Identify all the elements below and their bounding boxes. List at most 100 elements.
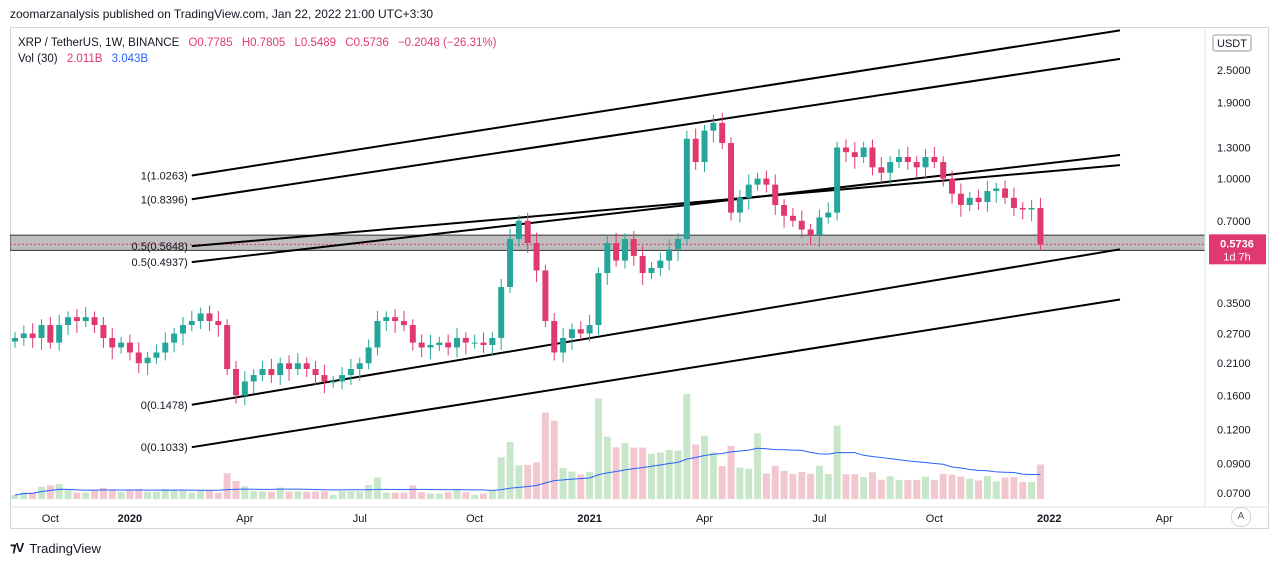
volume-bar [895,479,903,499]
volume-bar [267,491,275,499]
volume-bar [683,394,691,499]
candle-body [798,220,805,230]
volume-bar [276,487,284,499]
volume-bar [99,487,107,499]
volume-bar [709,452,717,499]
volume-bar [188,492,196,499]
brand-name: TradingView [29,540,101,556]
volume-bar [259,491,267,499]
candle-body [975,197,982,203]
volume-bar [524,465,532,499]
y-tick-label: 0.0700 [1217,488,1251,500]
candle-body [241,381,248,396]
volume-ma-line [14,447,1041,496]
candle-body [577,329,584,334]
channel-label-2: 0.5(0.4937) [132,257,188,269]
candle-body [82,317,89,322]
candle-body [126,342,133,353]
volume-bar [241,486,249,499]
candle-body [568,329,575,338]
volume-bar [471,495,479,499]
candle-body [1010,197,1017,208]
volume-bar [214,492,222,499]
legend-vol-ma: 3.043B [111,53,149,65]
volume-bar [400,492,408,499]
candle-body [73,317,80,322]
candle-body [418,342,425,348]
y-tick-label: 0.3500 [1217,298,1251,310]
candle-body [171,333,178,343]
volume-bar [223,473,231,499]
channel-line-2 [191,154,1121,264]
x-tick-label: Oct [466,513,483,525]
volume-bar [807,473,815,499]
volume-bar [11,495,19,499]
x-tick-label: Apr [236,513,253,525]
volume-bar [656,452,664,499]
volume-bar [789,474,797,499]
legend-symbol: XRP / TetherUS, 1W, BINANCE [18,37,180,49]
volume-bar [577,474,585,499]
candle-body [1028,207,1035,210]
candle-body [454,337,460,348]
volume-bar [144,491,152,499]
volume-bar [833,425,841,499]
candle-body [807,229,814,236]
volume-bar [603,436,611,499]
volume-bar [913,479,921,499]
candle-body [869,147,876,168]
volume-bar [250,491,258,499]
x-tick-label: 2020 [118,513,142,525]
candle-body [515,220,522,240]
price-chart[interactable]: 1(1.0263) 1(0.8396) 0.5(0.4937) 0.5(0.5648)… [10,27,1269,529]
volume-bar [515,465,523,499]
candle-body [303,363,310,370]
volume-bar [762,473,770,499]
candle-body [586,325,593,334]
candle-body [38,325,45,338]
volume-bar [851,474,859,499]
channel-label-5: 0(0.1033) [141,442,188,454]
candle-body [445,342,452,348]
volume-bar [1010,477,1018,499]
candle-body [233,369,239,396]
volume-bar [886,476,894,499]
auto-scale-button[interactable]: A [1231,507,1251,527]
x-tick-label: Apr [696,513,713,525]
x-tick-label: 2022 [1037,513,1061,525]
volume-bar [541,412,549,499]
channel-label-3: 0.5(0.5648) [132,241,188,253]
candle-body [887,162,894,173]
volume-bar [480,493,488,499]
y-tick-label: 1.9000 [1217,98,1251,110]
channel-label-1: 1(0.8396) [141,194,188,206]
candle-body [984,191,991,203]
volume-bar [745,468,753,499]
candle-body [772,184,779,205]
volume-bar [365,485,373,499]
candle-body [392,317,399,322]
candle-body [851,152,858,157]
channel-line-1 [191,57,1121,201]
volume-bar [1001,477,1009,499]
candle-body [20,333,27,338]
volume-bar [983,476,991,499]
candle-body [560,337,567,353]
volume-bar [701,435,709,499]
candle-body [666,249,673,261]
candle-body [816,217,823,236]
volume-bar [38,486,46,499]
candle-body [100,325,107,338]
candle-body [639,255,646,274]
legend-close: C0.5736 [345,37,389,49]
volume-bar [930,480,938,499]
candle-body [65,317,72,326]
volume-bar [1019,482,1027,499]
candle-body [834,147,841,213]
candle-body [630,239,637,256]
candle-body [321,375,328,382]
candle-body [789,215,796,221]
legend-vol-label: Vol (30) [18,53,58,65]
volume-bar [232,481,240,499]
x-tick-label: Jul [812,513,826,525]
